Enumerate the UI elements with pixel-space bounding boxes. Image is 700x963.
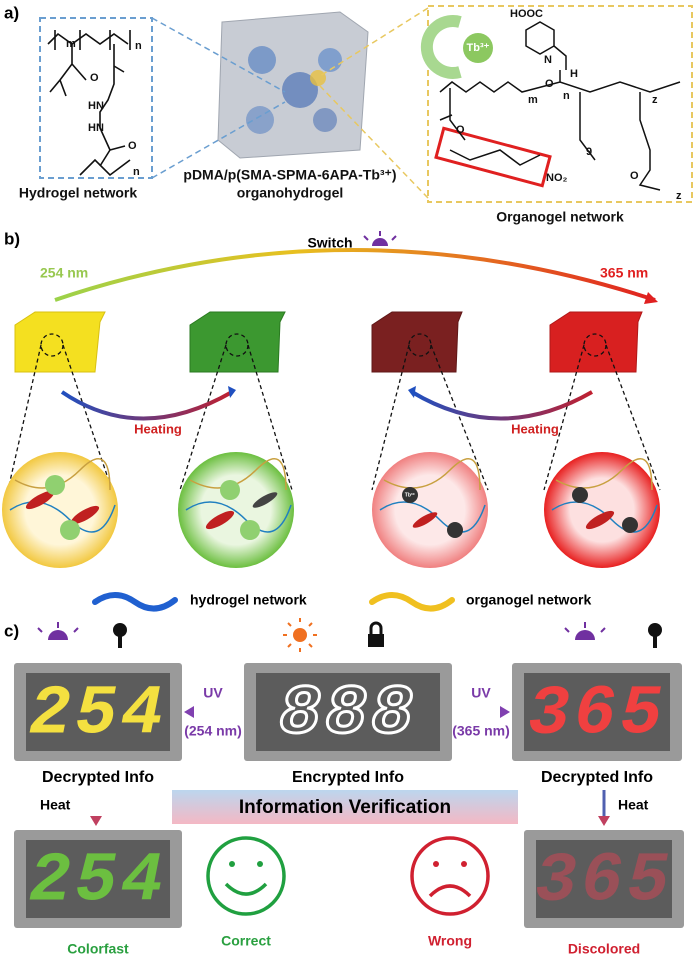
uv-label: UV (471, 685, 491, 701)
icons (37, 618, 662, 652)
caption: organohydrogel (237, 185, 344, 201)
caption: Encrypted Info (292, 769, 404, 786)
wavelength: 254 nm (40, 265, 88, 281)
legend-swatch (369, 592, 455, 612)
organogel-box (427, 5, 693, 203)
caption: Colorfast (67, 941, 129, 957)
organohydrogel-cube (217, 11, 369, 159)
switch-label: Switch (307, 235, 352, 251)
chem-label: O (90, 72, 99, 84)
chem-label: Tb³⁺ (467, 42, 490, 54)
caption: Decrypted Info (541, 769, 653, 786)
arrow-head (184, 706, 194, 718)
chem-label: HOOC (510, 8, 543, 20)
arrow-head (500, 706, 510, 718)
chem-label: O (128, 140, 137, 152)
heat-label: Heat (618, 797, 649, 813)
chem-label: m (528, 94, 538, 106)
heat-label: Heat (40, 797, 71, 813)
gel-cubes (14, 311, 643, 373)
chem-label: z (676, 190, 682, 202)
chem-label: HN (88, 122, 104, 134)
caption: Wrong (428, 933, 472, 949)
banner-text: Information Verification (239, 797, 451, 818)
display-digits: 254 (29, 675, 167, 754)
switch-arc (54, 248, 656, 302)
chem-label: H (570, 68, 578, 80)
arrow-head (598, 816, 610, 826)
caption: Hydrogel network (19, 185, 137, 201)
chem-label: n (133, 166, 140, 178)
arrow-head (408, 386, 416, 398)
legend-label: organogel network (466, 592, 591, 608)
display-digits: 365 (535, 842, 673, 921)
arrow-head (228, 386, 236, 398)
caption: Discolored (568, 941, 640, 957)
ion-label: Tb³⁺ (405, 492, 416, 498)
caption: Organogel network (496, 209, 624, 225)
banner (172, 790, 518, 824)
chem-label: n (563, 90, 570, 102)
panel-label: c) (4, 621, 19, 640)
display-digits: 365 (528, 675, 666, 754)
uv-label: UV (203, 685, 223, 701)
uv-label: (254 nm) (184, 723, 242, 739)
hydrogel-structure (47, 30, 131, 177)
zoom-lines (151, 7, 429, 199)
heating-arrow (410, 390, 593, 421)
displays (14, 663, 684, 928)
legend-label: hydrogel network (190, 592, 307, 608)
caption: Correct (221, 933, 271, 949)
chem-label: m (66, 38, 76, 50)
heating-arrow (60, 390, 233, 421)
legend-swatch (92, 592, 178, 612)
heating-label: Heating (134, 421, 182, 436)
emoji (206, 836, 490, 916)
arrow-head (90, 816, 102, 826)
display-digits: 888 (279, 675, 417, 754)
chem-label: n (135, 40, 142, 52)
chem-label: z (652, 94, 658, 106)
chem-label: O (545, 78, 554, 90)
caption: Decrypted Info (42, 769, 154, 786)
arrow-head (644, 292, 658, 304)
network-circles (2, 452, 660, 568)
chem-label: O (630, 170, 639, 182)
zoom-lines (7, 333, 661, 491)
chem-label: 9 (586, 146, 592, 158)
panel-label: b) (4, 229, 20, 248)
chem-label: O (456, 124, 465, 136)
chem-label: HN (88, 100, 104, 112)
heating-label: Heating (511, 421, 559, 436)
hydrogel-box (39, 17, 153, 179)
chem-label: NO₂ (546, 172, 568, 184)
chem-label: N (544, 54, 552, 66)
uv-icon (363, 231, 397, 246)
panel-label: a) (4, 3, 19, 22)
wavelength: 365 nm (600, 265, 648, 281)
uv-label: (365 nm) (452, 723, 510, 739)
organogel-structure (420, 15, 681, 191)
display-digits: 254 (29, 842, 167, 921)
caption: pDMA/p(SMA-SPMA-6APA-Tb³⁺) (183, 167, 396, 183)
